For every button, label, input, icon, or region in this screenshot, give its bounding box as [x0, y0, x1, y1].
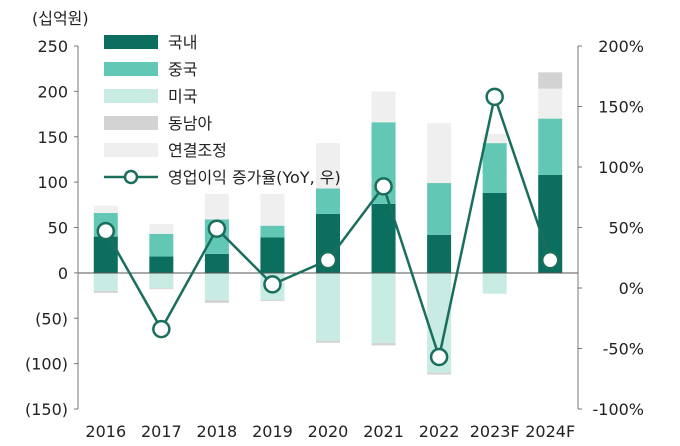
bar-2-2024F	[538, 118, 563, 175]
legend-swatch-4	[104, 116, 158, 130]
bar-5-2021	[371, 91, 396, 123]
growth-point-2021	[374, 177, 393, 196]
bar-1-2017	[149, 256, 174, 273]
growth-line-layer	[96, 87, 560, 367]
growth-point-2019	[263, 275, 282, 294]
left-tick-label: (50)	[35, 309, 68, 328]
bar-2-2020	[316, 188, 340, 214]
legend-label-5: 연결조정	[168, 141, 227, 160]
left-tick-label: 100	[37, 173, 68, 192]
bar-3-2016	[93, 272, 118, 292]
legend-label-4: 동남아	[168, 114, 212, 133]
x-axis-ticks: 2016 2017 2018 2019 2020 2021 2022 2023F 2024F	[85, 422, 575, 441]
bar-1-2018	[204, 253, 229, 273]
bar-3-2018	[204, 272, 229, 301]
growth-point-2024F	[540, 250, 560, 270]
bar-3-2020	[316, 272, 340, 341]
bar-5-2017	[149, 223, 174, 234]
bar-1-2022	[427, 234, 452, 273]
x-tick-label: 2017	[141, 422, 182, 441]
x-tick-label: 2024F	[525, 422, 575, 441]
x-tick-label: 2019	[252, 422, 293, 441]
x-tick-label: 2021	[363, 422, 404, 441]
left-tick-label: 200	[37, 82, 68, 101]
bar-1-2021	[371, 203, 396, 273]
x-tick-label: 2020	[308, 422, 349, 441]
bar-4-2022	[427, 372, 452, 375]
x-tick-label: 2023F	[470, 422, 520, 441]
bar-3-2023F	[482, 272, 507, 294]
legend-label-2: 중국	[168, 60, 197, 79]
bar-2-2017	[149, 233, 174, 257]
growth-point-2023F	[485, 87, 504, 107]
bar-extra-2024F	[538, 72, 563, 89]
right-tick-label: 0%	[619, 279, 644, 298]
legend-swatch-3	[104, 89, 158, 103]
bar-5-2019	[260, 193, 285, 226]
growth-point-2016	[96, 221, 116, 241]
bar-2-2019	[260, 225, 285, 238]
bar-5-2023F	[482, 134, 507, 144]
x-tick-label: 2018	[197, 422, 238, 441]
left-tick-label: 250	[37, 37, 68, 56]
legend-swatch-5	[104, 143, 158, 157]
growth-point-2022	[429, 347, 449, 367]
left-tick-label: (150)	[25, 400, 68, 419]
right-tick-label: 150%	[598, 98, 644, 117]
right-tick-label: 50%	[608, 219, 644, 238]
legend-label-3: 미국	[168, 87, 197, 106]
bar-4-2016	[93, 291, 118, 293]
bar-3-2021	[371, 272, 396, 343]
bar-3-2017	[149, 272, 174, 289]
legend-label-line: 영업이익 증가율(YoY, 우)	[168, 168, 341, 187]
right-tick-label: 100%	[598, 158, 644, 177]
left-tick-label: 50	[48, 219, 68, 238]
legend-label-1: 국내	[168, 33, 197, 52]
growth-point-2020	[318, 250, 338, 270]
bar-4-2020	[316, 340, 340, 343]
bar-1-2023F	[482, 193, 507, 273]
y-axis-unit-label: (십억원)	[32, 9, 89, 28]
right-axis-ticks: 200% 150% 100% 50% 0% -50% -100%	[578, 37, 644, 419]
right-tick-label: 200%	[598, 37, 644, 56]
bar-5-2016	[93, 205, 118, 213]
growth-point-2017	[152, 319, 171, 339]
x-tick-label: 2016	[85, 422, 126, 441]
bar-5-2022	[427, 123, 452, 184]
bar-5-2020	[316, 143, 340, 189]
bar-2-2022	[427, 183, 452, 235]
bar-4-2017	[149, 288, 174, 290]
left-tick-label: 150	[37, 128, 68, 147]
bar-5-2024F	[538, 88, 563, 119]
right-tick-label: -100%	[592, 400, 644, 419]
legend-line-marker	[123, 169, 139, 185]
x-tick-label: 2022	[419, 422, 460, 441]
bar-1-2016	[93, 236, 118, 273]
right-tick-label: -50%	[603, 340, 644, 359]
bar-4-2019	[260, 300, 285, 302]
bar-1-2019	[260, 237, 285, 273]
growth-point-2018	[207, 219, 227, 238]
bar-4-2021	[371, 342, 396, 346]
bar-2-2023F	[482, 143, 507, 194]
bar-5-2018	[204, 193, 229, 220]
legend-swatch-2	[104, 62, 158, 76]
legend-swatch-1	[104, 35, 158, 49]
left-tick-label: 0	[58, 264, 68, 283]
bar-4-2018	[204, 300, 229, 303]
left-tick-label: (100)	[25, 355, 68, 374]
left-axis-ticks: 250 200 150 100 50 0 (50) (100) (150)	[25, 37, 78, 419]
